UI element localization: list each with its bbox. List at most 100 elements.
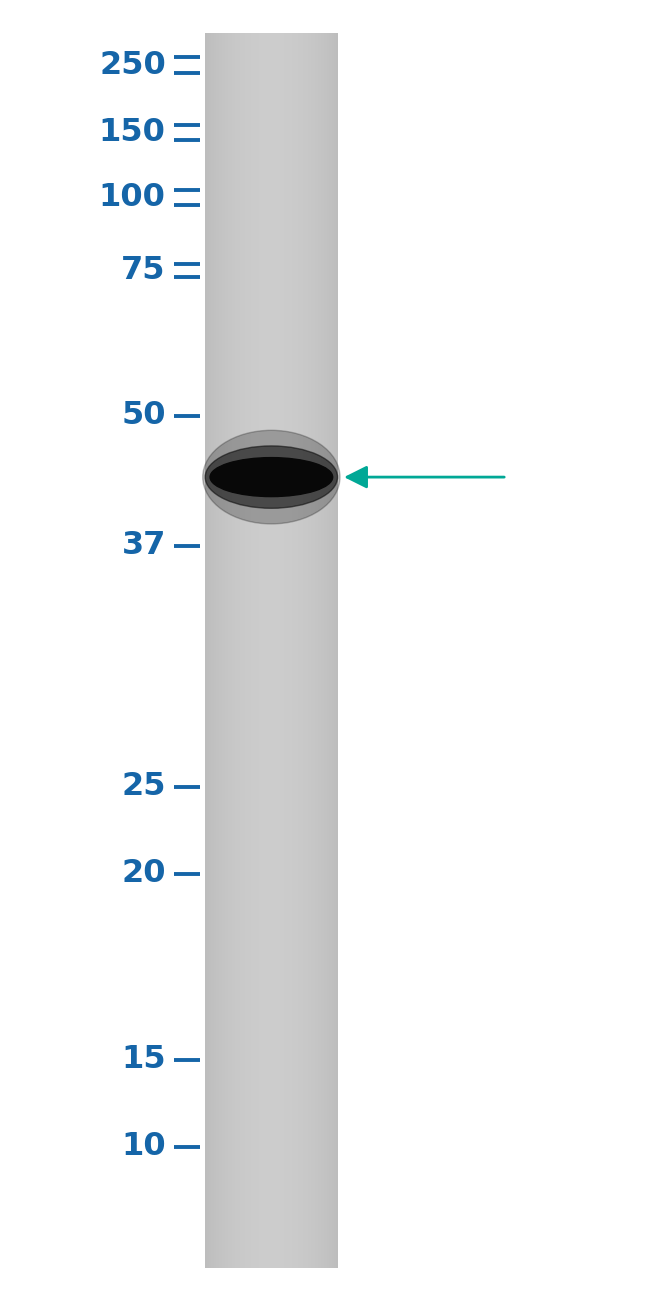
- Bar: [254, 32, 255, 1268]
- Bar: [240, 32, 241, 1268]
- Bar: [321, 32, 322, 1268]
- Bar: [263, 32, 264, 1268]
- Bar: [246, 32, 247, 1268]
- Bar: [251, 32, 252, 1268]
- Bar: [290, 32, 291, 1268]
- Bar: [235, 32, 236, 1268]
- Bar: [268, 32, 269, 1268]
- Bar: [307, 32, 308, 1268]
- Bar: [221, 32, 222, 1268]
- Bar: [325, 32, 326, 1268]
- Bar: [318, 32, 319, 1268]
- Bar: [253, 32, 254, 1268]
- Bar: [249, 32, 250, 1268]
- Bar: [332, 32, 333, 1268]
- Bar: [299, 32, 300, 1268]
- Bar: [287, 32, 288, 1268]
- Bar: [310, 32, 311, 1268]
- Bar: [284, 32, 285, 1268]
- Bar: [292, 32, 293, 1268]
- Bar: [275, 32, 276, 1268]
- Bar: [234, 32, 235, 1268]
- Bar: [333, 32, 334, 1268]
- Bar: [327, 32, 328, 1268]
- Bar: [216, 32, 217, 1268]
- Bar: [306, 32, 307, 1268]
- Bar: [302, 32, 303, 1268]
- Bar: [255, 32, 256, 1268]
- Bar: [225, 32, 226, 1268]
- Bar: [250, 32, 251, 1268]
- Bar: [294, 32, 295, 1268]
- Bar: [225, 32, 226, 1268]
- Bar: [336, 32, 337, 1268]
- Bar: [267, 32, 268, 1268]
- Bar: [325, 32, 326, 1268]
- Bar: [324, 32, 325, 1268]
- Text: 10: 10: [121, 1131, 166, 1162]
- Bar: [285, 32, 286, 1268]
- Bar: [266, 32, 267, 1268]
- Bar: [214, 32, 215, 1268]
- Bar: [205, 32, 206, 1268]
- Bar: [327, 32, 328, 1268]
- Bar: [322, 32, 323, 1268]
- Bar: [228, 32, 229, 1268]
- Bar: [229, 32, 230, 1268]
- Bar: [292, 32, 293, 1268]
- Bar: [207, 32, 208, 1268]
- Bar: [252, 32, 253, 1268]
- Bar: [317, 32, 318, 1268]
- Bar: [242, 32, 243, 1268]
- Bar: [297, 32, 298, 1268]
- Bar: [250, 32, 251, 1268]
- Bar: [236, 32, 237, 1268]
- Bar: [334, 32, 335, 1268]
- Bar: [257, 32, 258, 1268]
- Text: 250: 250: [99, 49, 166, 81]
- Bar: [304, 32, 305, 1268]
- Bar: [242, 32, 243, 1268]
- Bar: [281, 32, 282, 1268]
- Bar: [209, 32, 210, 1268]
- Bar: [329, 32, 330, 1268]
- Bar: [237, 32, 238, 1268]
- Bar: [298, 32, 299, 1268]
- Bar: [273, 32, 274, 1268]
- Bar: [319, 32, 320, 1268]
- Bar: [286, 32, 287, 1268]
- Bar: [320, 32, 321, 1268]
- Ellipse shape: [210, 458, 333, 497]
- Bar: [214, 32, 215, 1268]
- Bar: [294, 32, 295, 1268]
- Bar: [213, 32, 214, 1268]
- Bar: [316, 32, 317, 1268]
- Bar: [328, 32, 329, 1268]
- Bar: [287, 32, 288, 1268]
- Bar: [272, 32, 273, 1268]
- Bar: [232, 32, 233, 1268]
- Bar: [296, 32, 297, 1268]
- Bar: [311, 32, 312, 1268]
- Bar: [320, 32, 321, 1268]
- Bar: [289, 32, 290, 1268]
- Bar: [231, 32, 232, 1268]
- Bar: [211, 32, 212, 1268]
- Bar: [310, 32, 311, 1268]
- Bar: [321, 32, 322, 1268]
- Bar: [210, 32, 211, 1268]
- Bar: [318, 32, 319, 1268]
- Bar: [244, 32, 246, 1268]
- Bar: [223, 32, 224, 1268]
- Bar: [255, 32, 256, 1268]
- Bar: [265, 32, 266, 1268]
- Bar: [228, 32, 229, 1268]
- Bar: [253, 32, 254, 1268]
- Bar: [231, 32, 232, 1268]
- Bar: [312, 32, 313, 1268]
- Bar: [280, 32, 281, 1268]
- Bar: [248, 32, 249, 1268]
- Bar: [306, 32, 307, 1268]
- Bar: [331, 32, 332, 1268]
- Bar: [314, 32, 315, 1268]
